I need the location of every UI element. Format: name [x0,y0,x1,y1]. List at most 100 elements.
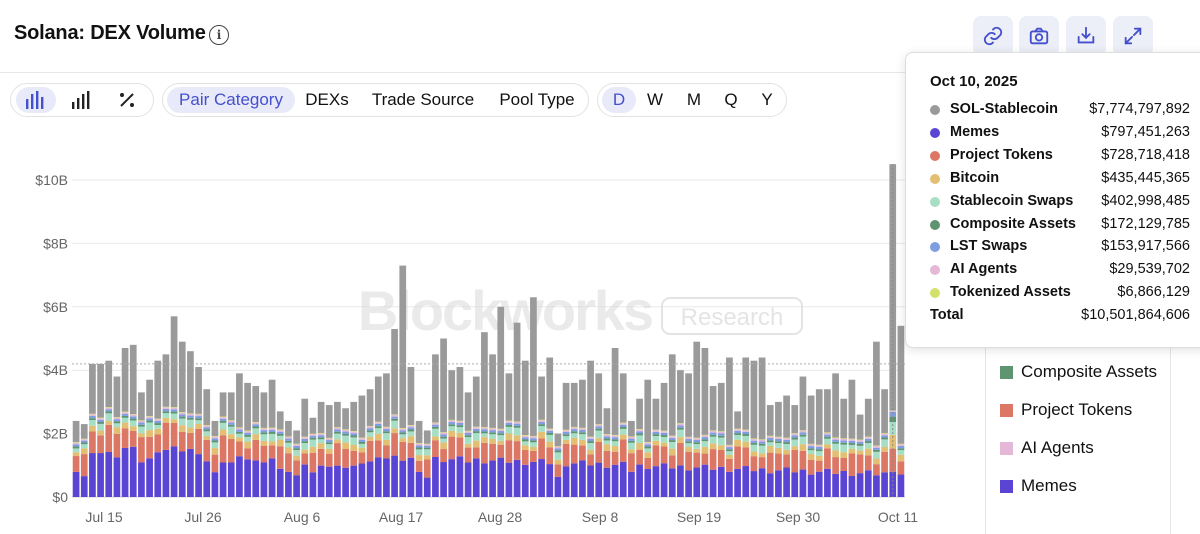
bar-segment[interactable] [105,413,113,421]
bar-segment[interactable] [227,439,235,463]
bar-segment[interactable] [440,449,447,463]
bar-segment[interactable] [587,360,594,437]
bar-segment[interactable] [709,469,717,497]
bar-segment[interactable] [374,421,382,423]
bar-segment[interactable] [334,427,341,430]
bar-segment[interactable] [309,472,317,497]
bar-segment[interactable] [448,419,456,421]
bar-segment[interactable] [481,426,488,428]
bar-segment[interactable] [170,419,178,423]
bar-segment[interactable] [342,435,349,443]
bar-segment[interactable] [260,430,268,433]
bar-segment[interactable] [472,458,480,497]
bar-segment[interactable] [685,470,692,497]
bar-segment[interactable] [423,443,431,445]
bar-segment[interactable] [832,437,839,439]
bar-segment[interactable] [864,398,872,437]
bar-segment[interactable] [113,417,121,420]
bar-segment[interactable] [366,432,374,438]
bar-segment[interactable] [407,457,415,497]
bar-segment[interactable] [726,449,733,452]
bar-segment[interactable] [129,420,137,427]
bar-segment[interactable] [652,445,660,467]
bar-segment[interactable] [815,444,823,446]
bar-segment[interactable] [636,429,643,432]
bar-segment[interactable] [791,437,799,440]
bar-segment[interactable] [775,401,782,437]
bar-segment[interactable] [187,415,194,418]
bar-segment[interactable] [717,382,725,432]
bar-segment[interactable] [693,437,701,439]
bar-segment[interactable] [668,455,676,469]
bar-segment[interactable] [570,433,578,438]
bar-segment[interactable] [881,389,888,434]
bar-segment[interactable] [652,434,660,437]
bar-segment[interactable] [138,433,145,438]
bar-segment[interactable] [717,435,725,438]
bar-segment[interactable] [448,426,456,431]
bar-segment[interactable] [815,451,823,456]
bar-segment[interactable] [644,452,652,458]
bar-segment[interactable] [579,460,586,497]
bar-segment[interactable] [726,447,733,450]
bar-segment[interactable] [848,453,856,477]
bar-segment[interactable] [587,441,594,443]
bar-segment[interactable] [889,411,897,417]
bar-segment[interactable] [301,437,309,439]
bar-segment[interactable] [464,392,472,431]
bar-segment[interactable] [195,367,202,414]
bar-segment[interactable] [497,457,505,497]
bar-segment[interactable] [668,354,676,436]
bar-segment[interactable] [652,440,660,446]
bar-segment[interactable] [701,348,709,435]
bar-segment[interactable] [775,437,782,439]
bar-segment[interactable] [80,439,88,441]
bar-segment[interactable] [407,367,415,426]
bar-segment[interactable] [187,427,194,434]
bar-segment[interactable] [530,297,537,436]
bar-segment[interactable] [660,382,668,431]
bar-segment[interactable] [415,460,423,472]
bar-segment[interactable] [170,407,178,408]
bar-segment[interactable] [448,424,456,427]
bar-segment[interactable] [219,462,227,497]
bar-segment[interactable] [619,461,627,497]
bar-segment[interactable] [775,470,782,497]
bar-segment[interactable] [799,434,807,437]
bar-segment[interactable] [325,440,333,443]
bar-segment[interactable] [881,447,888,452]
bar-segment[interactable] [325,466,333,497]
bar-segment[interactable] [579,434,586,440]
bar-segment[interactable] [187,448,194,497]
bar-segment[interactable] [187,413,194,415]
bar-segment[interactable] [677,370,684,424]
bar-segment[interactable] [709,432,717,435]
bar-segment[interactable] [562,443,570,467]
bar-segment[interactable] [244,434,251,437]
bar-segment[interactable] [456,432,464,438]
bar-segment[interactable] [750,442,758,445]
bar-segment[interactable] [391,455,398,497]
bar-segment[interactable] [178,414,186,417]
bar-segment[interactable] [840,438,848,441]
bar-segment[interactable] [677,437,684,443]
bar-segment[interactable] [734,446,741,469]
bar-segment[interactable] [481,433,488,438]
bar-segment[interactable] [856,443,864,446]
bar-segment[interactable] [236,373,243,428]
bar-segment[interactable] [489,428,496,431]
bar-segment[interactable] [864,437,872,439]
bar-segment[interactable] [807,459,815,475]
bar-segment[interactable] [472,440,480,448]
bar-segment[interactable] [587,438,594,442]
bar-segment[interactable] [497,435,505,441]
bar-segment[interactable] [873,341,880,446]
bar-segment[interactable] [750,360,758,439]
bar-segment[interactable] [840,457,848,471]
bar-segment[interactable] [456,427,464,433]
bar-segment[interactable] [881,472,888,497]
bar-segment[interactable] [170,446,178,497]
expand-button[interactable] [1113,16,1153,56]
bar-segment[interactable] [129,418,137,421]
bar-segment[interactable] [350,431,358,434]
